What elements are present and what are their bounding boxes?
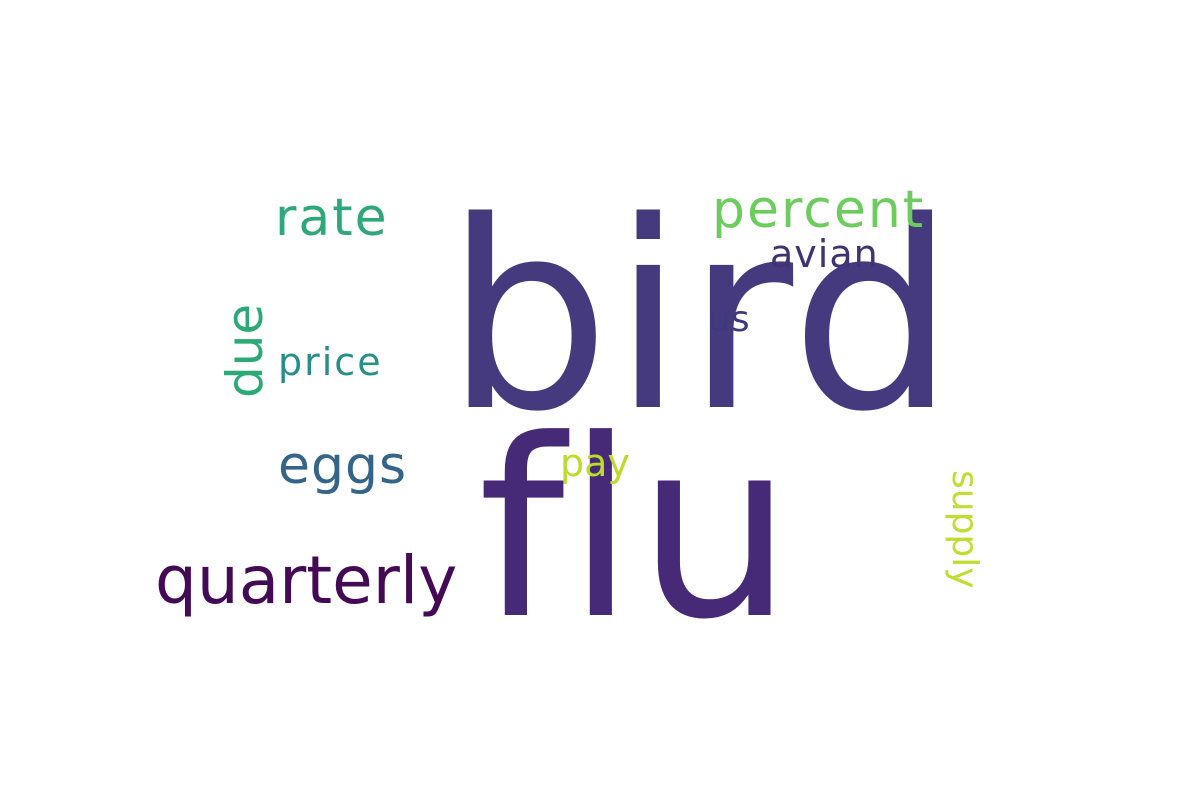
- word-eggs: eggs: [278, 436, 408, 496]
- word-bird: bird: [445, 167, 958, 469]
- word-percent: percent: [712, 180, 926, 240]
- word-pay: pay: [560, 441, 630, 485]
- word-price: price: [278, 340, 383, 384]
- word-avian: avian: [770, 232, 879, 276]
- word-rate: rate: [275, 188, 389, 248]
- word-us: us: [708, 299, 750, 340]
- word-flu: flu: [478, 388, 795, 674]
- word-quarterly: quarterly: [155, 542, 458, 619]
- word-due: due: [216, 303, 274, 398]
- word-supply: supply: [944, 470, 985, 589]
